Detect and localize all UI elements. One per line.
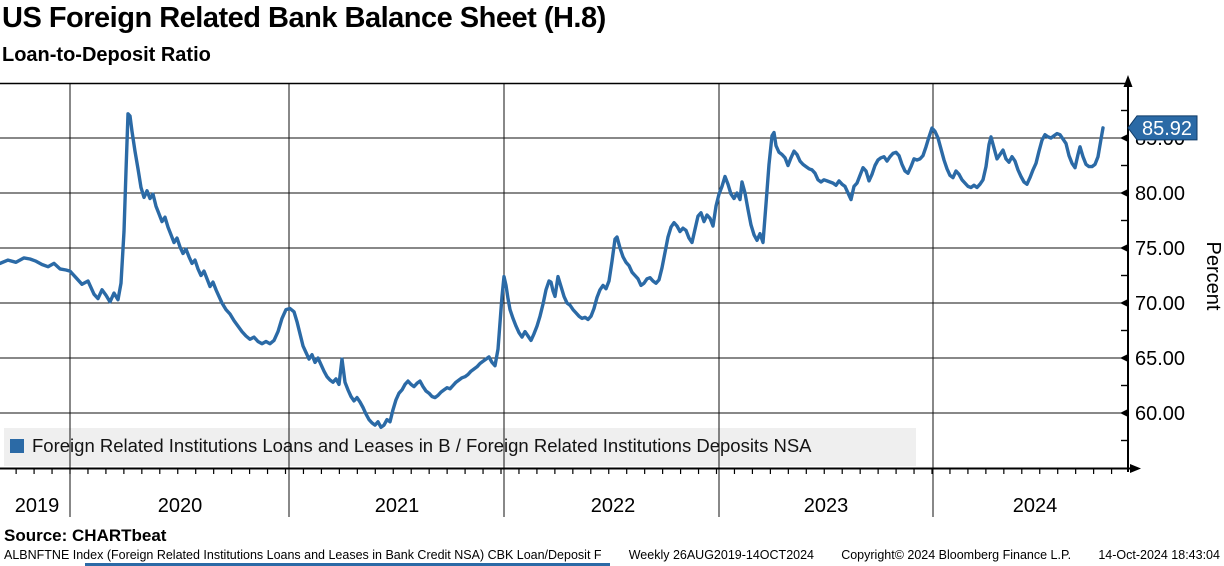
footer-copyright-text: Copyright© 2024 Bloomberg Finance L.P. bbox=[841, 548, 1072, 562]
source-line: Source: CHARTbeat bbox=[4, 526, 167, 545]
x-year-label: 2020 bbox=[158, 495, 203, 517]
last-value-label: 85.92 bbox=[1142, 118, 1192, 140]
y-major-tick-icon bbox=[1120, 188, 1129, 198]
y-tick-label: 70.00 bbox=[1135, 293, 1185, 315]
x-year-label: 2023 bbox=[804, 495, 849, 517]
y-tick-label: 80.00 bbox=[1135, 183, 1185, 205]
bottom-accent-strip bbox=[85, 563, 610, 566]
footer: ALBNFTNE Index (Foreign Related Institut… bbox=[4, 548, 1220, 562]
x-year-label: 2021 bbox=[375, 495, 420, 517]
chart-subtitle: Loan-to-Deposit Ratio bbox=[2, 44, 211, 66]
footer-ticker-text: ALBNFTNE Index (Foreign Related Institut… bbox=[4, 548, 602, 562]
y-major-tick-icon bbox=[1120, 408, 1129, 418]
footer-range-text: Weekly 26AUG2019-14OCT2024 bbox=[628, 548, 815, 562]
x-year-label: 2019 bbox=[15, 495, 60, 517]
chart-legend: Foreign Related Institutions Loans and L… bbox=[10, 435, 910, 457]
x-year-label: 2024 bbox=[1013, 495, 1058, 517]
last-value-badge bbox=[1127, 115, 1198, 141]
y-tick-label: 65.00 bbox=[1135, 348, 1185, 370]
legend-background bbox=[4, 428, 916, 466]
y-major-tick-icon bbox=[1120, 353, 1129, 363]
y-major-tick-icon bbox=[1120, 298, 1129, 308]
x-year-label: 2022 bbox=[591, 495, 636, 517]
x-axis-arrow-icon bbox=[1130, 464, 1141, 473]
series-line bbox=[0, 112, 1105, 429]
y-tick-label: 75.00 bbox=[1135, 238, 1185, 260]
legend-swatch-icon bbox=[10, 439, 24, 453]
y-major-tick-icon bbox=[1120, 243, 1129, 253]
y-axis-arrow-icon bbox=[1123, 75, 1133, 87]
y-major-tick-icon bbox=[1120, 133, 1129, 143]
footer-datetime-text: 14-Oct-2024 18:43:04 bbox=[1098, 548, 1220, 562]
y-axis-title: Percent bbox=[1202, 242, 1224, 311]
page-title: US Foreign Related Bank Balance Sheet (H… bbox=[2, 2, 606, 34]
y-tick-label: 60.00 bbox=[1135, 403, 1185, 425]
legend-label: Foreign Related Institutions Loans and L… bbox=[32, 435, 812, 456]
